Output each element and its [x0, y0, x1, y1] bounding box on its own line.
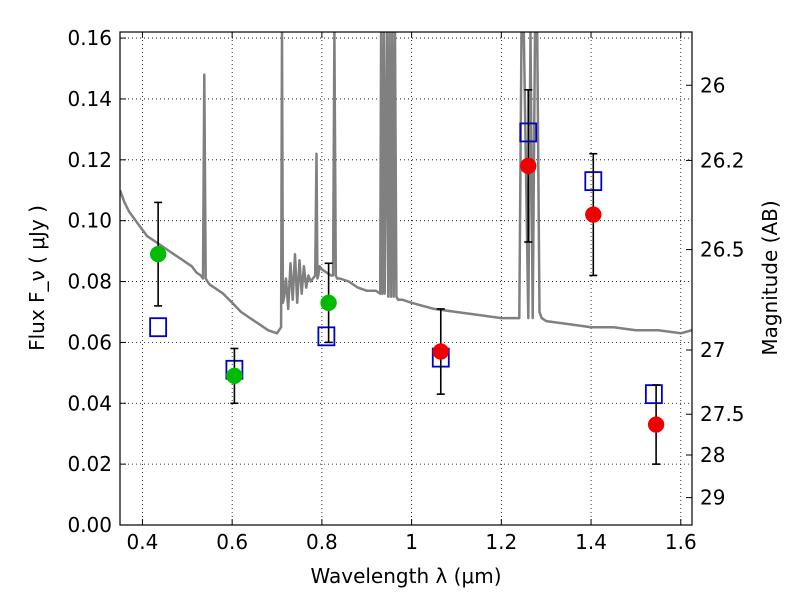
observed-point [226, 367, 243, 385]
x-tick-label: 0.4 [127, 530, 159, 554]
model-square-point [317, 326, 336, 347]
y-tick-label: 0.16 [67, 26, 112, 50]
right-tick-label: 26 [700, 73, 725, 97]
y-tick-label: 0.04 [67, 391, 112, 415]
right-tick-label: 29 [700, 486, 725, 510]
y-axis-title: Flux F_ν ( μJy ) [25, 205, 49, 351]
spectrum-line [120, 32, 692, 335]
model-square-point [149, 317, 168, 338]
right-tick-label: 27.5 [700, 402, 745, 426]
observed-point [320, 294, 337, 312]
x-tick-label: 1.6 [665, 530, 697, 554]
y-axis-ticks: 0.00 0.02 0.04 0.06 0.08 0.10 0.12 0.14 0.16 [67, 26, 126, 537]
y-tick-label: 0.06 [67, 330, 112, 354]
x-axis-title: Wavelength λ (μm) [310, 564, 501, 588]
x-tick-label: 0.6 [216, 530, 248, 554]
right-tick-label: 26.2 [700, 148, 745, 172]
y-tick-label: 0.00 [67, 513, 112, 537]
y-tick-label: 0.12 [67, 148, 112, 172]
right-tick-label: 28 [700, 443, 725, 467]
y-tick-label: 0.08 [67, 270, 112, 294]
observed-point [432, 343, 450, 360]
x-axis-ticks: 0.4 0.6 0.8 1 1.2 1.4 1.6 [127, 32, 697, 554]
plot-area [120, 32, 692, 465]
right-axis-title: Magnitude (AB) [758, 200, 782, 355]
x-tick-label: 1 [405, 530, 418, 554]
model-square-point [644, 384, 663, 405]
observed-point [585, 206, 602, 223]
x-tick-label: 0.8 [306, 530, 338, 554]
right-tick-label: 27 [700, 338, 725, 362]
observed-point [520, 157, 537, 175]
right-axis-ticks: 26 26.2 26.5 27 27.5 28 29 [686, 73, 745, 510]
y-tick-label: 0.14 [67, 87, 112, 111]
x-tick-label: 1.4 [575, 530, 607, 554]
observed-point [647, 416, 665, 433]
right-tick-label: 26.5 [700, 238, 745, 262]
plot-frame [119, 31, 693, 526]
observed-point [149, 245, 167, 263]
x-tick-label: 1.2 [485, 530, 517, 554]
y-tick-label: 0.02 [67, 452, 112, 476]
y-tick-label: 0.10 [67, 209, 112, 233]
